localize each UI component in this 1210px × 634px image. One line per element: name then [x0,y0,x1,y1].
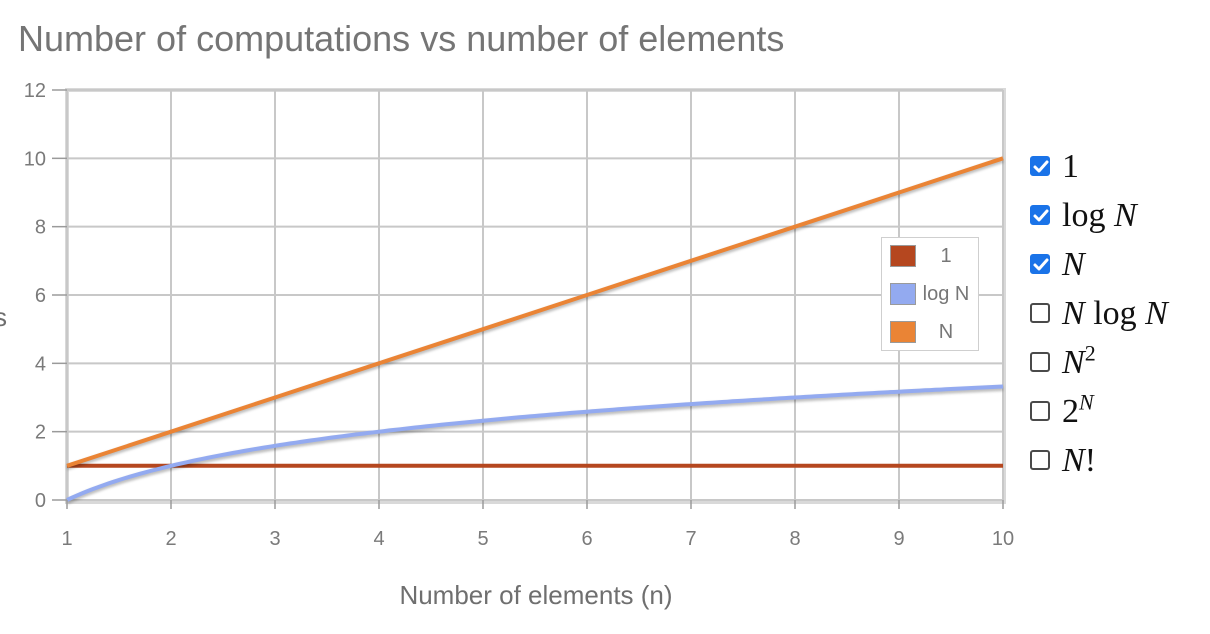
legend-swatch-n [890,321,916,343]
selector-label-log-n: log N [1062,197,1137,234]
x-axis-title: Number of elements (n) [399,580,672,610]
selector-item-n-log-n[interactable]: N log N [1028,295,1208,335]
chart-grid [66,89,1004,501]
checkbox-unchecked-icon[interactable] [1030,352,1050,372]
checkbox-unchecked-icon[interactable] [1030,450,1050,470]
legend-item-1: 1 [888,243,976,269]
legend-label-1: 1 [940,245,952,267]
y-tick-label: 0 [35,490,46,512]
checkbox-checked-icon[interactable] [1030,254,1050,274]
selector-label-n: N [1062,246,1085,283]
selector-label-n-factorial: N! [1062,442,1097,479]
series-line-shadow [65,386,1004,505]
x-tick-label: 3 [269,528,280,550]
checkbox-checked-icon[interactable] [1030,156,1050,176]
y-tick-label: 8 [35,217,46,239]
x-tick-label: 9 [893,528,904,550]
x-tick-label: 2 [165,528,176,550]
x-tick-label: 4 [373,528,384,550]
series-line-n [66,156,1004,468]
legend-item-log-n: log N [888,281,976,307]
checkbox-checked-icon[interactable] [1030,205,1050,225]
checkbox-unchecked-icon[interactable] [1030,401,1050,421]
legend-label-log-n: log N [922,283,970,305]
chart-legend: 1 log N N [881,237,979,351]
selector-item-n-squared[interactable]: N2 [1028,340,1208,384]
y-axis-ticks: 0 2 4 6 8 10 12 [24,80,67,512]
x-tick-label: 1 [61,528,72,550]
checkbox-unchecked-icon[interactable] [1030,303,1050,323]
selector-item-n-factorial[interactable]: N! [1028,442,1208,482]
y-tick-label: 6 [35,285,46,307]
y-tick-label: 10 [24,148,46,170]
y-tick-label: 2 [35,422,46,444]
x-axis-ticks: 1 2 3 4 5 6 7 8 9 10 [61,500,1014,550]
legend-swatch-1 [890,245,916,267]
series-line-log-n [66,384,1004,502]
selector-item-1[interactable]: 1 [1028,148,1208,188]
chart-title: Number of computations vs number of elem… [18,18,785,59]
y-tick-label: 4 [35,353,46,375]
x-tick-label: 7 [685,528,696,550]
selector-item-2-pow-n[interactable]: 2N [1028,389,1208,433]
x-tick-label: 6 [581,528,592,550]
selector-label-n-log-n: N log N [1062,295,1168,332]
x-tick-label: 8 [789,528,800,550]
selector-label-1: 1 [1062,148,1079,185]
selector-item-log-n[interactable]: log N [1028,197,1208,237]
legend-label-n: N [938,321,954,343]
selector-label-2-pow-n: 2N [1062,389,1094,430]
y-tick-label: 12 [24,80,46,102]
selector-label-n-squared: N2 [1062,340,1096,381]
selector-item-n[interactable]: N [1028,246,1208,286]
x-tick-label: 5 [477,528,488,550]
chart-series [65,156,1004,505]
legend-swatch-log-n [890,283,916,305]
y-axis-title-fragment: s [0,302,7,332]
x-tick-label: 10 [992,528,1014,550]
legend-item-n: N [888,319,976,345]
